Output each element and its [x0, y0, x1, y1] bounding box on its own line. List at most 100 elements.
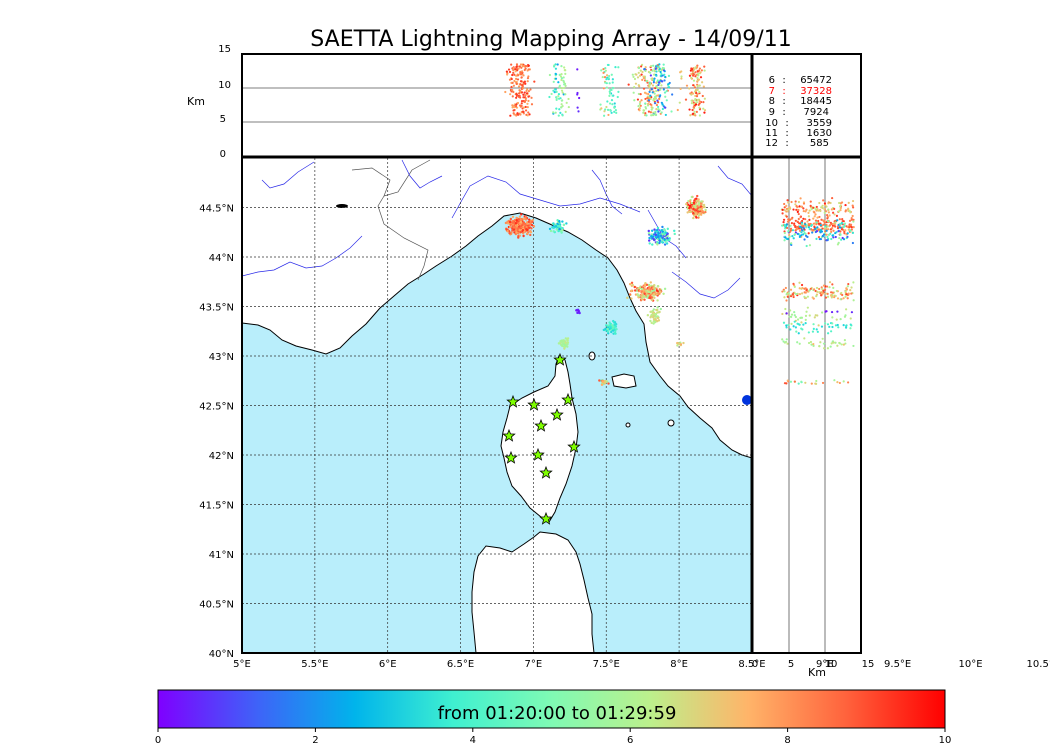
lightning-source [806, 220, 809, 223]
lightning-source [798, 222, 801, 225]
lightning-source [822, 233, 826, 236]
lightning-source [613, 331, 617, 335]
lightning-source [703, 205, 706, 209]
lightning-source [566, 338, 569, 341]
lightning-source [653, 238, 656, 242]
lightning-source [508, 70, 512, 74]
lightning-source [560, 78, 563, 82]
lightning-source [652, 99, 655, 102]
lightning-source [663, 287, 667, 291]
lightning-source [850, 286, 853, 289]
altitude-panel-frame [241, 53, 862, 654]
lightning-source [654, 318, 657, 322]
lightning-source [698, 211, 701, 215]
lightning-source [809, 200, 812, 203]
lightning-source [783, 202, 786, 206]
lightning-source [555, 97, 558, 100]
lightning-source [649, 64, 653, 68]
lightning-source [792, 295, 795, 299]
lightning-source [642, 289, 645, 292]
lightning-source [852, 299, 855, 302]
lightning-source [824, 296, 828, 299]
lightning-source [820, 286, 823, 289]
station-star-icon [531, 447, 545, 461]
lightning-source [687, 200, 690, 203]
lightning-source [697, 214, 701, 217]
lightning-source [566, 342, 569, 346]
lightning-source [828, 214, 831, 217]
lightning-source [837, 326, 840, 329]
lightning-source [527, 224, 530, 227]
lightning-source [648, 236, 651, 240]
colorbar-tick-label: 6 [627, 735, 633, 746]
count-row: 9 : 7924 [769, 107, 829, 118]
lightning-source [647, 283, 651, 287]
lightning-source [564, 84, 567, 87]
lightning-source [827, 211, 830, 214]
station-star-icon [539, 511, 553, 525]
lightning-source [846, 235, 849, 239]
lightning-source [525, 232, 529, 235]
lightning-source [656, 291, 659, 295]
lightning-source [786, 342, 789, 345]
lightning-source [511, 106, 514, 109]
lightning-source [628, 293, 632, 296]
lightning-source [646, 314, 650, 317]
lightning-source [696, 85, 699, 88]
lightning-source [820, 311, 824, 314]
counts-table: 6 : 65472 7 : 37328 8 : 18445 9 : 7924 1… [753, 54, 861, 157]
lightning-source [831, 226, 834, 230]
lightning-source [512, 109, 515, 112]
lightning-source [833, 207, 836, 210]
lightning-source [504, 90, 507, 94]
lightning-source [702, 85, 705, 88]
lightning-source [697, 202, 701, 205]
lightning-source [703, 97, 706, 100]
lightning-source [522, 217, 525, 220]
lightning-source [793, 222, 796, 225]
lightning-source [650, 108, 653, 111]
lightning-source [517, 218, 520, 221]
lightning-source [835, 231, 838, 234]
lightning-source [782, 221, 785, 224]
river [261, 161, 315, 189]
lightning-source [613, 321, 617, 324]
lightning-source [661, 107, 664, 111]
lightning-source [800, 283, 804, 287]
lightning-source [608, 94, 611, 97]
lightning-source [832, 236, 835, 239]
lightning-source [528, 113, 531, 116]
lightning-source [604, 108, 607, 111]
lightning-source [809, 204, 812, 207]
lightning-source [517, 85, 521, 88]
lightning-source [553, 65, 556, 68]
lightning-source [815, 286, 819, 290]
lightning-source [795, 293, 798, 296]
lightning-source [827, 332, 830, 335]
lightning-source [804, 318, 807, 321]
lightning-source [662, 67, 666, 70]
lightning-source [692, 105, 696, 108]
lightning-source [830, 310, 834, 314]
lightning-source [804, 210, 807, 213]
lightning-source [698, 114, 702, 117]
lightning-source [816, 290, 819, 293]
lightning-source [688, 108, 691, 111]
lightning-source [518, 223, 522, 226]
lightning-source [690, 93, 693, 96]
lightning-source [611, 103, 614, 106]
lightning-source [605, 78, 608, 81]
lightning-source [653, 102, 657, 105]
lightning-source [696, 194, 699, 198]
lightning-source [641, 298, 644, 301]
lightning-source [524, 82, 527, 85]
lightning-source [607, 77, 610, 80]
lightning-source [804, 314, 808, 317]
lightning-source [642, 77, 646, 80]
map-panel [242, 158, 752, 653]
lightning-source [788, 206, 791, 209]
lightning-source [662, 63, 665, 66]
lightning-source [515, 94, 519, 97]
lightning-source [519, 80, 523, 83]
lightning-source [514, 229, 518, 232]
